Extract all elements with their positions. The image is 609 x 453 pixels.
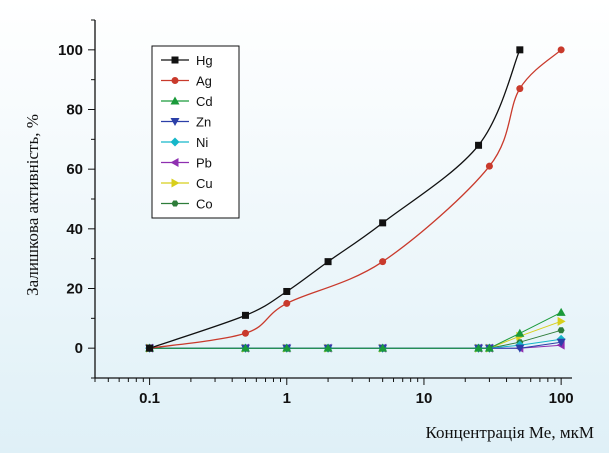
data-point-cd	[556, 307, 566, 316]
data-point-ag	[283, 299, 291, 307]
series-hg	[146, 46, 524, 352]
legend-label: Pb	[196, 156, 212, 171]
y-tick-label: 20	[66, 281, 83, 298]
data-point-cu	[557, 316, 566, 326]
legend-marker	[171, 178, 180, 188]
data-point-ag	[557, 46, 565, 54]
data-point-cd	[323, 343, 333, 352]
legend-label: Ni	[196, 135, 208, 150]
data-point-ag	[379, 258, 387, 266]
data-point-hg	[283, 287, 291, 295]
data-point-cd	[240, 343, 250, 352]
legend-marker	[170, 118, 180, 126]
y-axis-title: Залишкова активність, %	[23, 114, 42, 296]
legend-label: Hg	[196, 53, 213, 68]
legend-item: Zn	[161, 115, 211, 130]
data-point-ag	[485, 162, 493, 170]
data-point-zn	[556, 338, 566, 347]
data-point-hg	[324, 258, 332, 266]
legend-item: Pb	[161, 156, 212, 171]
legend-item: Ni	[161, 135, 208, 150]
legend-marker	[171, 56, 179, 64]
data-point-hg	[516, 46, 524, 54]
x-tick-label: 100	[549, 390, 574, 407]
legend-box	[151, 45, 240, 219]
legend-label: Cu	[196, 176, 213, 191]
data-point-hg	[379, 219, 387, 227]
y-tick-label: 0	[75, 340, 83, 357]
legend-marker	[171, 200, 179, 207]
x-axis-title: Концентрація Ме, мкМ	[426, 423, 594, 442]
legend-marker	[170, 137, 180, 147]
data-point-zn	[515, 344, 525, 353]
legend-item: Cd	[161, 94, 213, 109]
data-point-cd	[484, 343, 494, 352]
y-tick-label: 60	[66, 161, 83, 178]
legend-marker	[170, 158, 179, 167]
y-tick-label: 100	[58, 42, 83, 59]
legend-label: Cd	[196, 94, 213, 109]
x-tick-label: 1	[283, 390, 291, 407]
series-ag	[146, 46, 565, 352]
y-tick-label: 40	[66, 221, 83, 238]
x-tick-label: 0.1	[139, 390, 160, 407]
legend-label: Ag	[196, 74, 212, 89]
legend-item: Hg	[161, 53, 213, 68]
data-point-ag	[241, 329, 249, 337]
data-point-hg	[475, 141, 483, 149]
legend-label: Co	[196, 197, 213, 212]
legend-item: Co	[161, 197, 213, 212]
data-point-cd	[474, 343, 484, 352]
plot-area: 0.1 1 10 100 0 20 40 60 80 100	[58, 19, 574, 407]
x-tick-label: 10	[416, 390, 433, 407]
legend-item: Cu	[161, 176, 213, 191]
data-point-hg	[241, 311, 249, 319]
legend-label: Zn	[196, 115, 211, 130]
data-point-ag	[516, 85, 524, 93]
data-point-hg	[146, 344, 154, 352]
data-point-cd	[515, 328, 525, 337]
data-point-cd	[378, 343, 388, 352]
legend-marker	[170, 96, 180, 105]
legend-marker	[171, 77, 179, 84]
legend: Hg Ag Cd Zn Ni Pb Cu Co	[151, 45, 240, 219]
legend-item: Ag	[161, 74, 212, 89]
data-point-cd	[282, 343, 292, 352]
y-tick-label: 80	[66, 102, 83, 119]
data-point-co	[557, 327, 565, 334]
